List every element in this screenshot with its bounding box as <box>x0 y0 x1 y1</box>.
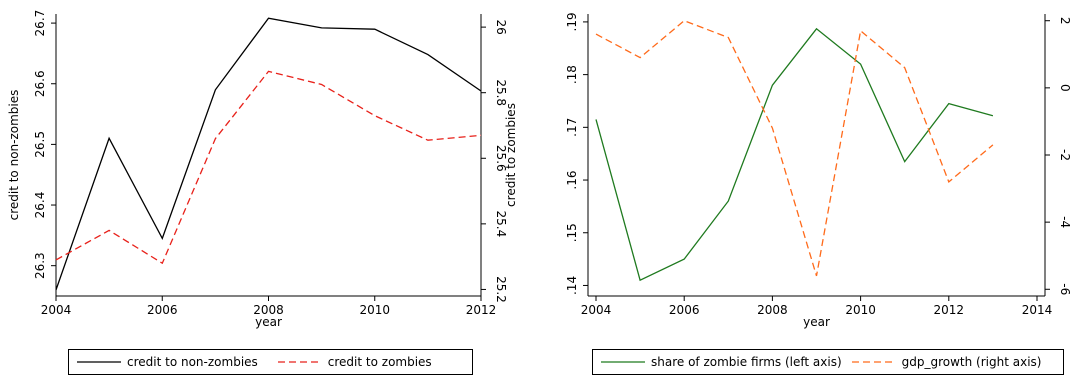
legend-swatch-dashed-red <box>277 361 322 363</box>
legend-item: credit to zombies <box>277 355 432 369</box>
x-tick-label: 2006 <box>147 303 178 317</box>
x-tick-label: 2008 <box>757 303 788 317</box>
legend-label: share of zombie firms (left axis) <box>651 355 842 369</box>
series-line-1 <box>55 17 482 291</box>
x-tick-label: 2012 <box>466 303 497 317</box>
legend-item: credit to non-zombies <box>77 355 258 369</box>
legend-item: gdp_growth (right axis) <box>851 355 1042 369</box>
legend-label: gdp_growth (right axis) <box>901 355 1042 369</box>
x-axis-label: year <box>803 315 830 329</box>
y-right-tick-label: 26 <box>494 19 508 34</box>
y-left-tick-label: 26.5 <box>33 131 47 158</box>
x-tick-label: 2012 <box>934 303 965 317</box>
y-left-tick-label: .18 <box>565 65 579 84</box>
legend-item: share of zombie firms (left axis) <box>601 355 842 369</box>
y-right-tick-label: -2 <box>1058 149 1072 161</box>
x-tick-label: 2014 <box>1022 303 1053 317</box>
legend-label: credit to zombies <box>327 355 432 369</box>
series-line-2 <box>595 19 994 277</box>
legend-swatch-solid-green <box>601 361 645 363</box>
y-left-axis-label: credit to non-zombies <box>7 90 21 221</box>
x-tick-label: 2004 <box>581 303 612 317</box>
series-line-1 <box>595 27 994 282</box>
x-tick-label: 2010 <box>359 303 390 317</box>
y-right-tick-label: 0 <box>1058 84 1072 92</box>
x-tick-label: 2008 <box>253 303 284 317</box>
y-right-axis-label: credit to zombies <box>504 103 518 207</box>
y-left-tick-label: .15 <box>565 223 579 242</box>
y-right-tick-label: 2 <box>1058 17 1072 25</box>
y-left-tick-label: .17 <box>565 118 579 137</box>
y-left-tick-label: 26.6 <box>33 70 47 97</box>
y-right-tick-label: 25.4 <box>494 211 508 238</box>
y-right-tick-label: 25.8 <box>494 79 508 106</box>
y-right-tick-label: -6 <box>1058 283 1072 295</box>
y-left-tick-label: .14 <box>565 276 579 295</box>
x-axis-label: year <box>255 315 282 329</box>
legend-left-chart: credit to non-zombies credit to zombies <box>68 349 473 375</box>
y-right-tick-label: 25.6 <box>494 145 508 172</box>
x-tick-label: 2004 <box>41 303 72 317</box>
x-tick-label: 2010 <box>845 303 876 317</box>
legend-label: credit to non-zombies <box>127 355 258 369</box>
y-right-tick-label: -4 <box>1058 216 1072 228</box>
y-right-tick-label: 25.2 <box>494 276 508 303</box>
x-tick-label: 2006 <box>669 303 700 317</box>
legend-swatch-dashed-orange <box>851 361 896 363</box>
y-left-tick-label: 26.7 <box>33 10 47 37</box>
y-left-tick-label: .19 <box>565 12 579 31</box>
y-left-tick-label: 26.3 <box>33 252 47 279</box>
legend-right-chart: share of zombie firms (left axis) gdp_gr… <box>592 349 1064 375</box>
series-line-2 <box>55 70 482 265</box>
y-left-tick-label: .16 <box>565 170 579 189</box>
y-left-tick-label: 26.4 <box>33 192 47 219</box>
legend-swatch-solid-black <box>77 361 121 363</box>
